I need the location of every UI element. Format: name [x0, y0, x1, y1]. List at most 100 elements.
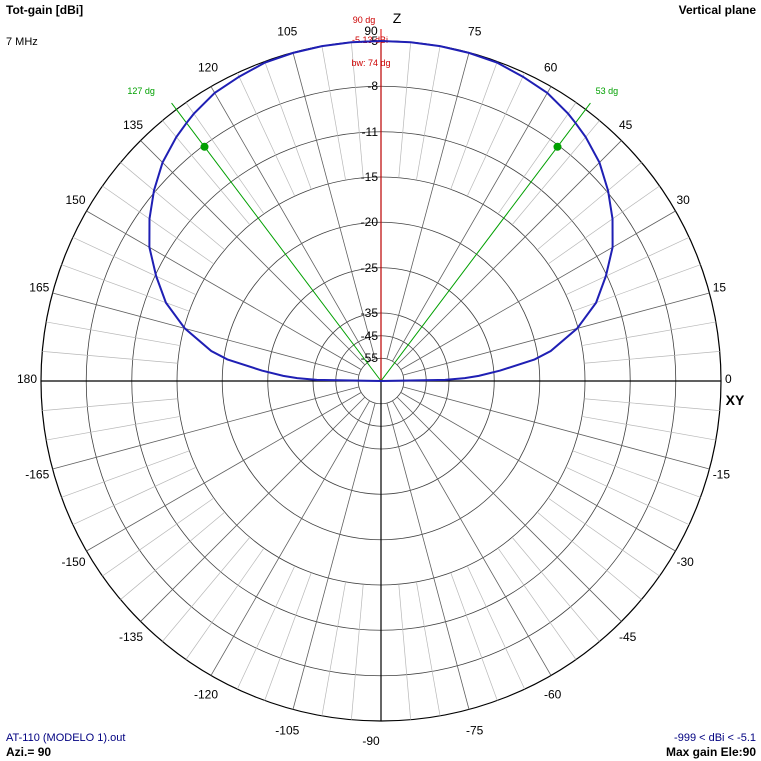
grid-spoke — [210, 86, 370, 362]
grid-spoke-minor — [120, 511, 225, 600]
angle-label: -135 — [119, 630, 143, 644]
grid-spoke-minor — [584, 351, 720, 364]
grid-spoke — [396, 396, 622, 622]
angle-label: -30 — [677, 555, 695, 569]
grid-spoke — [210, 400, 370, 676]
angle-label: 135 — [123, 118, 143, 132]
beamwidth-angle-label: 53 dg — [596, 86, 619, 96]
radial-scale-label: -20 — [361, 215, 379, 229]
angle-label: -165 — [25, 468, 49, 482]
grid-spoke — [392, 86, 552, 362]
angle-label: 150 — [65, 193, 85, 207]
angle-label: 0 — [725, 372, 732, 386]
grid-spoke-minor — [321, 46, 346, 181]
polar-grid — [40, 40, 722, 722]
grid-spoke-minor — [236, 72, 296, 197]
angle-label: -120 — [194, 688, 218, 702]
grid-spoke-minor — [162, 120, 251, 225]
grid-spoke-minor — [42, 398, 178, 411]
grid-spoke-minor — [185, 102, 265, 215]
angle-label: -15 — [713, 468, 731, 482]
angle-labels: 0 15 30 45 60 75 90 105 120 135 150 165 180 -165 -150 -… — [17, 24, 732, 748]
angle-label: 165 — [29, 280, 49, 294]
grid-spoke — [52, 292, 360, 376]
beamwidth-markers: 90 dg -5.13 dBi bw: 74 dg 53 dg 127 dg — [127, 15, 619, 382]
grid-spoke — [86, 210, 362, 370]
grid-spoke-minor — [264, 572, 312, 701]
angle-label: -150 — [61, 555, 85, 569]
beamwidth-angle-label: 127 dg — [127, 86, 155, 96]
pattern-trace — [148, 39, 614, 382]
beamwidth-label: bw: 74 dg — [351, 58, 390, 68]
grid-spoke-minor — [565, 236, 690, 296]
grid-spoke — [386, 402, 470, 710]
xy-axis-label: XY — [726, 392, 745, 408]
grid-spoke-minor — [581, 321, 716, 346]
grid-spoke-minor — [511, 537, 600, 642]
azimuth-label: Azi.= — [6, 745, 35, 759]
grid-spoke-minor — [351, 42, 364, 178]
grid-spoke-minor — [547, 497, 660, 577]
grid-spoke — [386, 52, 470, 360]
radial-scale: -5-8-11-15-20-25-35-45-55 — [361, 34, 379, 365]
grid-spoke-minor — [46, 416, 181, 441]
grid-spoke-minor — [466, 565, 526, 690]
grid-spoke — [52, 386, 360, 470]
grid-spoke-minor — [565, 466, 690, 526]
angle-label: 60 — [544, 61, 558, 75]
azimuth-readout: Azi.= 90 — [6, 745, 51, 759]
grid-spoke-minor — [511, 120, 600, 225]
max-gain-readout: Max gain Ele:90 — [666, 745, 756, 759]
grid-spoke-minor — [42, 351, 178, 364]
grid-spoke-minor — [572, 264, 701, 312]
grid-spoke — [140, 140, 366, 366]
azimuth-value: 90 — [37, 745, 52, 759]
grid-spoke-minor — [236, 565, 296, 690]
grid-spoke — [86, 392, 362, 552]
grid-spoke-minor — [416, 581, 441, 716]
grid-spoke-minor — [537, 162, 642, 251]
grid-spoke — [292, 52, 376, 360]
grid-spoke-minor — [321, 581, 346, 716]
grid-spoke — [402, 386, 710, 470]
grid-spoke-minor — [162, 537, 251, 642]
max-gain-label: -5.13 dBi — [352, 35, 388, 45]
grid-spoke — [392, 400, 552, 676]
grid-spoke-minor — [185, 547, 265, 660]
grid-spoke-minor — [581, 416, 716, 441]
z-axis-label: Z — [393, 10, 402, 26]
grid-spoke — [396, 140, 622, 366]
grid-spoke-minor — [46, 321, 181, 346]
grid-spoke-minor — [102, 497, 215, 577]
angle-label: 120 — [198, 61, 218, 75]
grid-spoke-minor — [264, 61, 312, 190]
file-name: AT-110 (MODELO 1).out — [6, 732, 126, 744]
angle-label: 45 — [619, 118, 633, 132]
grid-spoke-minor — [398, 584, 411, 720]
plane-label: Vertical plane — [678, 3, 756, 17]
angle-label: 180 — [17, 372, 37, 386]
grid-spoke-minor — [61, 450, 190, 498]
radial-scale-label: -35 — [361, 306, 379, 320]
gain-range: -999 < dBi < -5.1 — [674, 732, 756, 744]
grid-spoke-minor — [450, 572, 498, 701]
angle-label: -45 — [619, 630, 637, 644]
grid-spoke — [140, 396, 366, 622]
chart-title: Tot-gain [dBi] — [6, 3, 84, 17]
grid-spoke-minor — [351, 584, 364, 720]
grid-spoke-minor — [450, 61, 498, 190]
radial-scale-label: -25 — [361, 261, 379, 275]
angle-label: -105 — [275, 724, 299, 738]
grid-spoke-minor — [547, 185, 660, 265]
grid-spoke — [292, 402, 376, 710]
grid-spoke-minor — [497, 547, 577, 660]
max-gain-label: Max gain Ele: — [665, 745, 743, 759]
grid-spoke-minor — [416, 46, 441, 181]
grid-spoke-minor — [72, 236, 197, 296]
angle-label: 30 — [677, 193, 691, 207]
angle-label: 75 — [468, 24, 482, 38]
grid-spoke-minor — [398, 42, 411, 178]
radial-scale-label: -15 — [361, 170, 379, 184]
grid-spoke — [402, 292, 710, 376]
